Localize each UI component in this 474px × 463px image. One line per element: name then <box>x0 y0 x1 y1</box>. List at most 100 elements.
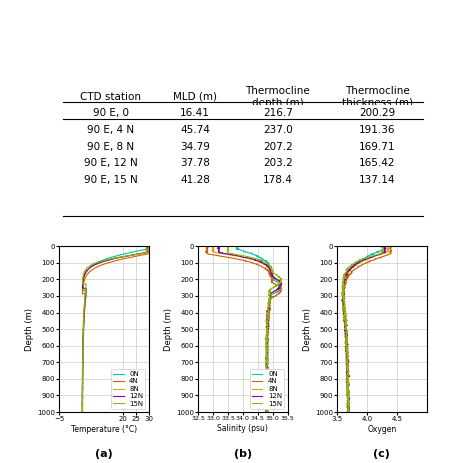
0N <box>346 409 352 415</box>
15N <box>343 342 349 348</box>
Line: 0N: 0N <box>236 246 282 412</box>
0N <box>80 405 85 411</box>
0N <box>343 323 348 329</box>
15N <box>343 322 349 328</box>
4N <box>265 323 271 329</box>
Line: 4N: 4N <box>342 246 392 412</box>
4N <box>203 244 209 249</box>
0N <box>263 342 269 348</box>
12N <box>264 322 270 328</box>
15N <box>80 379 85 385</box>
0N <box>81 323 86 329</box>
8N <box>264 405 269 411</box>
12N <box>342 323 347 329</box>
4N <box>388 244 394 249</box>
4N <box>345 379 350 385</box>
Legend: 0N, 4N, 8N, 12N, 15N: 0N, 4N, 8N, 12N, 15N <box>250 369 284 409</box>
0N <box>235 244 240 249</box>
12N <box>264 405 269 411</box>
8N <box>343 333 349 339</box>
0N <box>81 322 87 328</box>
12N <box>81 322 86 328</box>
0N <box>80 342 86 348</box>
12N <box>264 323 269 329</box>
15N <box>263 342 269 348</box>
Line: 8N: 8N <box>342 246 389 412</box>
15N <box>264 333 270 339</box>
0N <box>264 333 270 339</box>
8N <box>264 322 270 328</box>
12N <box>346 409 351 415</box>
8N <box>81 322 86 328</box>
Text: (a): (a) <box>95 449 113 458</box>
4N <box>80 379 86 385</box>
15N <box>80 342 86 348</box>
4N <box>81 342 86 348</box>
Line: 15N: 15N <box>341 246 383 412</box>
4N <box>264 409 269 415</box>
0N <box>80 379 85 385</box>
4N <box>343 323 348 329</box>
15N <box>80 333 86 339</box>
0N <box>344 333 350 339</box>
Line: 12N: 12N <box>82 246 147 412</box>
8N <box>264 409 270 415</box>
0N <box>81 333 86 339</box>
Line: 0N: 0N <box>342 246 385 412</box>
15N <box>379 244 385 249</box>
15N <box>225 244 230 249</box>
12N <box>80 409 85 415</box>
Legend: 0N, 4N, 8N, 12N, 15N: 0N, 4N, 8N, 12N, 15N <box>111 369 146 409</box>
0N <box>346 379 351 385</box>
8N <box>264 342 270 348</box>
Line: 8N: 8N <box>82 246 148 412</box>
8N <box>145 244 151 249</box>
0N <box>265 322 271 328</box>
12N <box>264 333 270 339</box>
0N <box>265 323 271 329</box>
4N <box>343 322 349 328</box>
15N <box>264 322 270 328</box>
15N <box>80 409 85 415</box>
Text: (b): (b) <box>234 449 252 458</box>
Line: 12N: 12N <box>342 246 386 412</box>
Line: 0N: 0N <box>82 246 148 412</box>
15N <box>81 323 86 329</box>
15N <box>346 379 352 385</box>
4N <box>264 322 270 328</box>
12N <box>263 409 269 415</box>
12N <box>80 405 85 411</box>
4N <box>146 244 151 249</box>
15N <box>343 333 348 339</box>
8N <box>345 379 351 385</box>
8N <box>264 379 269 385</box>
15N <box>143 244 149 249</box>
8N <box>343 322 348 328</box>
X-axis label: Temperature (°C): Temperature (°C) <box>71 425 137 434</box>
12N <box>383 244 388 249</box>
0N <box>344 342 350 348</box>
0N <box>145 244 150 249</box>
4N <box>345 409 350 415</box>
Line: 15N: 15N <box>227 246 282 412</box>
15N <box>344 323 349 329</box>
8N <box>81 333 86 339</box>
Line: 15N: 15N <box>82 246 146 412</box>
4N <box>81 333 86 339</box>
12N <box>80 379 85 385</box>
4N <box>264 342 269 348</box>
12N <box>81 323 86 329</box>
Text: (c): (c) <box>374 449 390 458</box>
12N <box>264 342 270 348</box>
0N <box>264 405 270 411</box>
8N <box>343 342 349 348</box>
8N <box>80 342 86 348</box>
4N <box>346 405 351 411</box>
4N <box>81 322 87 328</box>
Line: 4N: 4N <box>205 246 282 412</box>
15N <box>346 405 352 411</box>
12N <box>144 244 150 249</box>
X-axis label: Salinity (psu): Salinity (psu) <box>218 424 268 433</box>
4N <box>80 409 85 415</box>
12N <box>343 333 349 339</box>
